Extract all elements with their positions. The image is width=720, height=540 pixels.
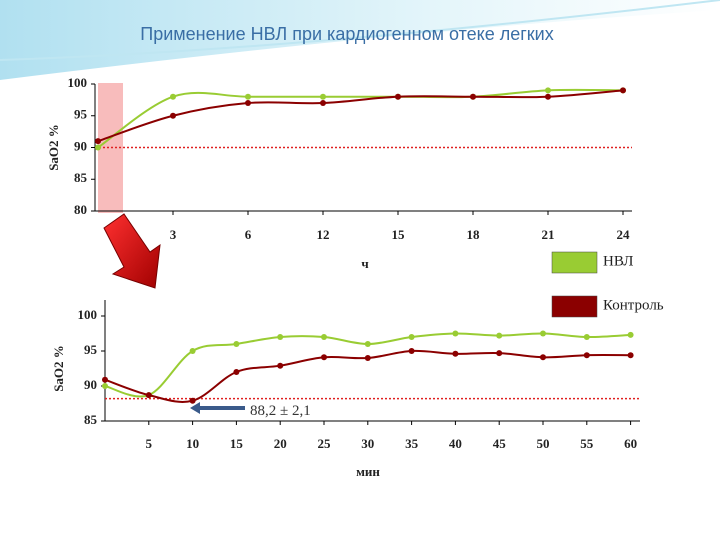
data-point	[321, 354, 327, 361]
data-point	[245, 100, 251, 107]
highlight	[98, 83, 123, 213]
y-tick-label: 85	[74, 170, 88, 185]
data-point	[320, 100, 326, 107]
data-point	[170, 112, 176, 119]
data-point	[321, 334, 327, 340]
data-point	[245, 93, 251, 100]
x-tick-label: 45	[493, 436, 507, 451]
y-tick-label: 100	[68, 75, 88, 90]
data-point	[408, 334, 415, 340]
slide-title: Применение НВЛ при кардиогенном отеке ле…	[140, 24, 553, 44]
x-axis-label: мин	[356, 464, 380, 479]
x-tick-label: 5	[146, 436, 153, 451]
data-point	[95, 144, 101, 151]
data-point	[627, 331, 634, 338]
legend-swatch	[551, 295, 598, 318]
header-decoration	[0, 0, 720, 61]
series-line	[97, 88, 624, 149]
data-point	[620, 87, 626, 94]
data-point	[395, 93, 401, 100]
y-tick-label: 100	[78, 307, 98, 322]
y-axis-label: SaO2 %	[46, 124, 61, 171]
x-tick-label: 3	[170, 227, 177, 242]
series-line	[97, 89, 624, 143]
x-axis-label: ч	[361, 256, 368, 271]
data-point	[364, 355, 371, 361]
data-point	[102, 376, 108, 383]
x-tick-label: 50	[537, 436, 550, 451]
data-point	[95, 138, 101, 145]
x-tick-label: 12	[317, 227, 330, 242]
data-point	[470, 93, 476, 100]
y-tick-label: 95	[84, 342, 98, 357]
data-point	[145, 392, 152, 399]
y-tick-label: 95	[74, 107, 88, 122]
x-tick-label: 15	[392, 227, 406, 242]
y-tick-label: 85	[84, 412, 98, 427]
data-point	[496, 332, 503, 339]
data-point	[452, 330, 459, 337]
data-point	[540, 330, 546, 337]
x-tick-label: 10	[186, 436, 199, 451]
legend: НВЛ Контроль	[551, 251, 664, 318]
data-point	[408, 348, 415, 354]
data-point	[452, 350, 459, 357]
data-point	[233, 341, 240, 347]
data-point	[102, 383, 108, 389]
data-point	[320, 93, 326, 100]
y-tick-label: 90	[74, 138, 87, 153]
data-point	[233, 369, 240, 375]
data-point	[583, 334, 590, 340]
legend-swatch	[551, 251, 598, 274]
data-point	[545, 87, 551, 94]
x-tick-label: 20	[274, 436, 287, 451]
x-tick-label: 35	[405, 436, 419, 451]
x-tick-label: 55	[580, 436, 594, 451]
x-tick-label: 21	[542, 227, 555, 242]
data-point	[170, 93, 176, 100]
y-axis-label: SaO2 %	[51, 345, 66, 392]
arrow	[103, 213, 161, 289]
data-point	[189, 348, 196, 354]
x-tick-label: 18	[467, 227, 481, 242]
y-tick-label: 90	[84, 377, 97, 392]
x-tick-label: 30	[361, 436, 374, 451]
x-tick-label: 6	[245, 227, 252, 242]
data-point	[583, 352, 590, 359]
data-point	[545, 93, 551, 100]
x-tick-label: 25	[318, 436, 332, 451]
data-point	[496, 350, 503, 357]
x-tick-label: 15	[230, 436, 244, 451]
x-tick-label: 24	[617, 227, 631, 242]
y-tick-label: 80	[74, 202, 87, 217]
data-point	[364, 341, 371, 347]
x-tick-label: 60	[624, 436, 637, 451]
legend-label: Контроль	[603, 297, 664, 313]
annotation-arrow	[190, 402, 245, 414]
data-point	[277, 334, 284, 340]
data-point	[540, 354, 546, 361]
data-point	[277, 362, 284, 369]
x-tick-label: 40	[449, 436, 462, 451]
reference-label: 88,2 ± 2,1	[250, 403, 311, 419]
data-point	[189, 397, 196, 404]
data-point	[627, 352, 634, 359]
legend-label: НВЛ	[603, 253, 633, 269]
